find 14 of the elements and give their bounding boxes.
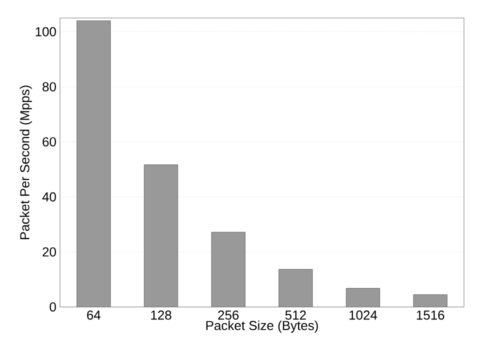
- x-tick-label: 64: [87, 310, 101, 320]
- y-tick-label: 20: [42, 247, 56, 257]
- y-tick-label: 60: [42, 137, 56, 146]
- x-axis-title: Packet Size (Bytes): [206, 320, 318, 333]
- x-tick-label: 128: [151, 310, 172, 320]
- y-tick-label: 0: [50, 302, 56, 312]
- y-tick-label: 80: [42, 82, 56, 92]
- y-axis-title: Packet Per Second (Mpps): [20, 86, 32, 240]
- x-tick-label: 256: [218, 310, 239, 320]
- x-tick-label: 1516: [416, 310, 444, 320]
- x-tick-label: 512: [285, 310, 306, 320]
- y-tick-label: 100: [36, 27, 56, 36]
- y-tick-label: 40: [42, 192, 56, 202]
- x-tick-label: 1024: [350, 310, 378, 320]
